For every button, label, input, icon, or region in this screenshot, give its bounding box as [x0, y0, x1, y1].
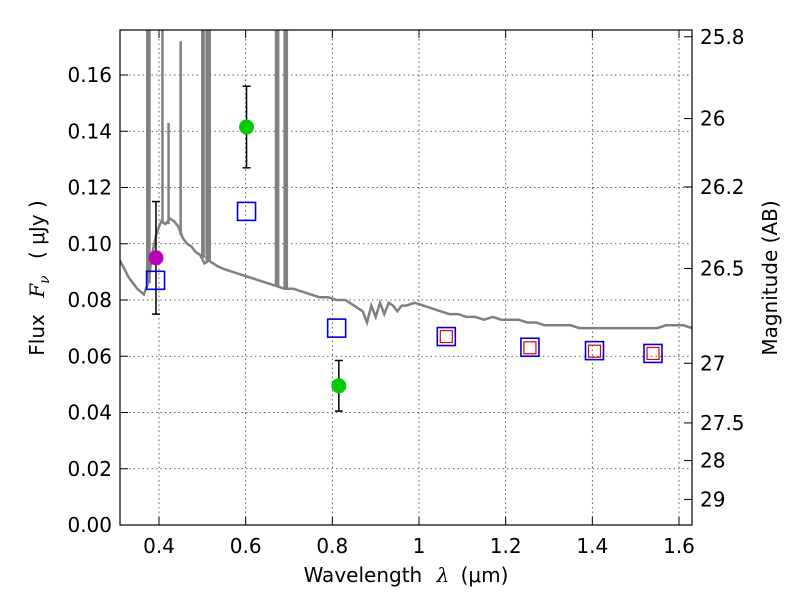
y2-tick-label: 27	[700, 351, 725, 375]
y-tick-label: 0.06	[67, 344, 112, 368]
y2-tick-label: 25.8	[700, 25, 745, 49]
x-axis-label: Wavelength λ (μm)	[304, 563, 509, 587]
y2-tick-label: 28	[700, 449, 725, 473]
y-tick-label: 0.02	[67, 457, 112, 481]
model-square	[646, 346, 660, 361]
model-square	[145, 270, 166, 291]
y2-tick-label: 27.5	[700, 411, 745, 435]
y-tick-label: 0.00	[67, 513, 112, 537]
data-point	[239, 119, 255, 135]
spectrum-layer	[120, 30, 692, 330]
marker-layer	[145, 85, 663, 412]
x-tick-label: 0.8	[316, 534, 348, 558]
model-square	[523, 341, 537, 355]
x-tick-label: 0.4	[143, 534, 175, 558]
y-tick-label: 0.04	[67, 401, 112, 425]
x-tick-label: 1.6	[663, 534, 695, 558]
data-point	[331, 378, 347, 394]
plot-frame	[119, 29, 693, 526]
model-square	[643, 343, 663, 364]
model-square	[520, 337, 540, 358]
x-tick-label: 1.2	[490, 534, 522, 558]
x-tick-label: 1	[413, 534, 426, 558]
spectrum-line	[120, 216, 692, 330]
model-square	[439, 329, 453, 344]
tick-layer: 0.4 0.6 0.8 1 1.2 1.4 1.6 0.00 0.02 0.04 0.06 0.08 0…	[67, 25, 744, 558]
y-tick-label: 0.12	[67, 176, 112, 200]
y2-tick-label: 26.2	[700, 175, 745, 199]
x-tick-label: 0.6	[230, 534, 262, 558]
y-axis-label: Flux Fν ( μJy )	[25, 200, 54, 355]
y-tick-label: 0.10	[67, 232, 112, 256]
model-square	[584, 340, 605, 361]
y2-tick-label: 29	[700, 487, 725, 511]
y2-axis-label: Magnitude (AB)	[758, 200, 782, 355]
model-square	[587, 344, 602, 358]
model-square	[326, 318, 347, 338]
y-tick-label: 0.14	[67, 119, 112, 143]
y-tick-label: 0.08	[67, 288, 112, 312]
y2-tick-label: 26	[700, 107, 725, 131]
y-tick-label: 0.16	[67, 63, 112, 87]
model-square	[236, 201, 257, 222]
x-tick-label: 1.4	[576, 534, 608, 558]
data-point	[148, 250, 164, 266]
grid-layer	[120, 30, 692, 526]
y2-tick-label: 26.5	[700, 257, 745, 281]
model-square	[436, 326, 457, 347]
